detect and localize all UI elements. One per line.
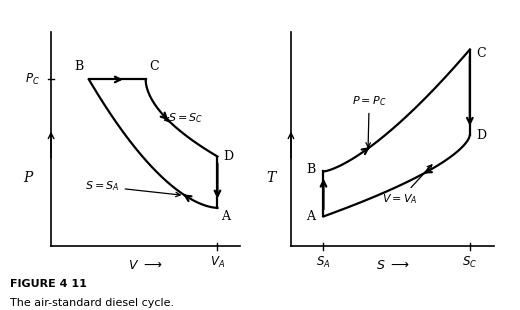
Text: $S = S_A$: $S = S_A$	[85, 179, 180, 197]
Text: $S_C$: $S_C$	[462, 255, 477, 270]
Text: The air-standard diesel cycle.: The air-standard diesel cycle.	[10, 298, 175, 308]
Text: D: D	[223, 150, 233, 163]
Text: A: A	[306, 210, 315, 223]
Text: C: C	[149, 60, 159, 73]
Text: $V\ \longrightarrow$: $V\ \longrightarrow$	[128, 259, 163, 272]
Text: $S\ \longrightarrow$: $S\ \longrightarrow$	[376, 259, 409, 272]
Text: $P_C$: $P_C$	[25, 72, 40, 87]
Text: B: B	[306, 163, 315, 176]
Text: $P = P_C$: $P = P_C$	[352, 94, 386, 147]
Text: B: B	[74, 60, 83, 73]
Text: $V = V_A$: $V = V_A$	[382, 165, 432, 206]
Text: T: T	[266, 171, 275, 185]
Text: $S_A$: $S_A$	[316, 255, 331, 270]
Text: P: P	[24, 171, 33, 185]
Text: $V_A$: $V_A$	[210, 255, 225, 270]
Text: C: C	[476, 47, 486, 60]
Text: FIGURE 4 11: FIGURE 4 11	[10, 279, 87, 289]
Text: A: A	[221, 210, 230, 223]
Text: $S = S_C$: $S = S_C$	[164, 111, 203, 125]
Text: D: D	[476, 129, 486, 142]
